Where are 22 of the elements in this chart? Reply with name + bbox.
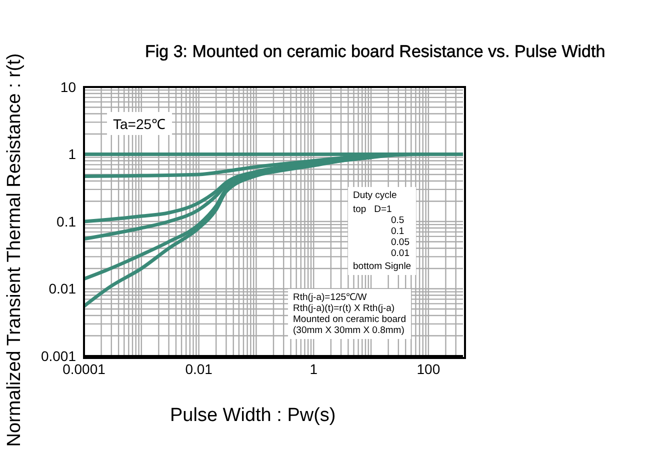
annotation: 0.01 [390, 248, 410, 259]
annotation: (30mm X 30mm X 0.8mm) [293, 325, 406, 336]
annotation: Rth(j-a)(t)=r(t) X Rth(j-a) [293, 303, 396, 314]
annotation: 0.1 [390, 226, 406, 237]
annotation: 0.05 [390, 237, 410, 248]
x-tick-label: 0.01 [185, 360, 213, 377]
annotation: Duty cycle [353, 190, 398, 201]
annotation: Mounted on ceramic board [293, 314, 406, 325]
y-tick-label: 1 [68, 146, 76, 162]
x-tick-label: 1 [310, 360, 318, 377]
annotation: Ta=25℃ [107, 112, 172, 135]
annotation: top D=1 [353, 204, 393, 215]
annotation: 0.5 [390, 215, 406, 226]
annotation: Rth(j-a)=125℃/W [293, 292, 368, 303]
chart-title: Fig 3: Mounted on ceramic board Resistance vs. Pulse Width [145, 42, 606, 62]
x-tick-label: 100 [416, 360, 440, 377]
y-tick-label: 10 [60, 78, 76, 95]
y-axis-title: Normalized Transient Thermal Resistance : r(t) [4, 53, 26, 447]
y-tick-label: 0.1 [56, 213, 76, 230]
annotation: bottom Signle [353, 261, 412, 272]
x-axis-title: Pulse Width : Pw(s) [170, 405, 336, 427]
y-tick-label: 0.01 [48, 280, 76, 297]
